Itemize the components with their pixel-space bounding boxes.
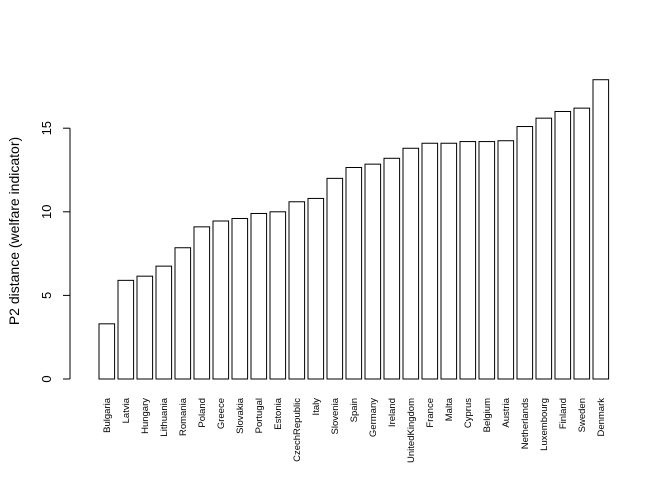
- x-tick-label: Greece: [216, 398, 227, 429]
- bar-belgium: [478, 141, 496, 380]
- x-tick-label: Lithuania: [159, 397, 170, 436]
- y-tick-label: 5: [39, 292, 54, 299]
- x-tick-label: CzechRepublic: [292, 398, 303, 462]
- y-axis: 0 5 10 15: [39, 121, 71, 383]
- x-tick-label: Italy: [311, 398, 322, 416]
- x-tick-label: Spain: [349, 398, 360, 422]
- bar-italy: [307, 197, 325, 380]
- x-tick-label: UnitedKingdom: [406, 398, 417, 463]
- bar-malta: [440, 142, 458, 380]
- bar-slovakia: [231, 217, 249, 380]
- bar-czechrepublic: [288, 201, 306, 380]
- bar-france: [421, 142, 439, 380]
- x-tick-label: Austria: [501, 397, 512, 427]
- x-tick-label: Romania: [178, 397, 189, 436]
- bar-ireland: [383, 157, 401, 380]
- x-tick-label: Luxembourg: [539, 398, 550, 451]
- x-tick-label: Cyprus: [463, 398, 474, 428]
- bar-unitedkingdom: [402, 147, 420, 380]
- x-tick-label: Sweden: [577, 398, 588, 432]
- bar-netherlands: [516, 126, 534, 380]
- x-tick-label: Malta: [444, 397, 455, 421]
- bar-romania: [174, 247, 192, 380]
- bar-hungary: [136, 275, 154, 380]
- bar-portugal: [250, 212, 268, 380]
- bar-latvia: [117, 279, 135, 380]
- x-tick-label: Finland: [558, 398, 569, 429]
- y-tick-label: 10: [39, 205, 54, 219]
- bar-bulgaria: [98, 323, 116, 380]
- bar-denmark: [592, 79, 610, 380]
- x-tick-label: Belgium: [482, 398, 493, 432]
- bar-lithuania: [155, 265, 173, 380]
- x-tick-label: Bulgaria: [102, 397, 113, 433]
- x-tick-label: Portugal: [254, 398, 265, 433]
- bar-poland: [193, 226, 211, 380]
- x-tick-label: Denmark: [596, 398, 607, 437]
- x-tick-label: Estonia: [273, 397, 284, 429]
- x-tick-label: Slovenia: [330, 397, 341, 434]
- bar-greece: [212, 220, 230, 380]
- bar-spain: [345, 166, 363, 380]
- x-tick-label: Hungary: [140, 398, 151, 434]
- x-tick-label: France: [425, 398, 436, 428]
- y-axis-title: P2 distance (welfare indicator): [6, 137, 22, 325]
- bar-sweden: [573, 107, 591, 380]
- x-tick-label: Netherlands: [520, 398, 531, 449]
- bar-luxembourg: [535, 117, 553, 380]
- x-category-labels: Bulgaria Latvia Hungary Lithuania Romania Pol…: [102, 397, 607, 463]
- bar-finland: [554, 110, 572, 380]
- bar-slovenia: [326, 177, 344, 380]
- x-tick-label: Ireland: [387, 398, 398, 427]
- bars-group: [98, 79, 610, 380]
- bar-austria: [497, 140, 515, 380]
- bar-cyprus: [459, 141, 477, 380]
- x-tick-label: Latvia: [121, 397, 132, 423]
- bar-germany: [364, 163, 382, 380]
- x-tick-label: Slovakia: [235, 397, 246, 434]
- y-tick-label: 0: [39, 375, 54, 382]
- bar-estonia: [269, 211, 287, 380]
- x-tick-label: Germany: [368, 398, 379, 437]
- x-tick-label: Poland: [197, 398, 208, 428]
- y-tick-label: 15: [39, 121, 54, 135]
